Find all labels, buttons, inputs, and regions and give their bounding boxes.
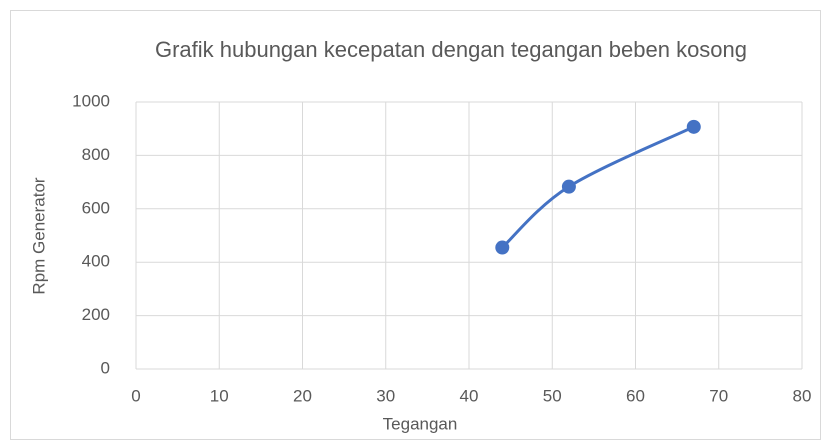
x-tick-label: 40 bbox=[460, 386, 479, 405]
x-tick-label: 70 bbox=[709, 386, 728, 405]
data-point bbox=[561, 179, 576, 194]
chart-border bbox=[10, 10, 821, 440]
x-tick-label: 50 bbox=[543, 386, 562, 405]
x-tick-label: 10 bbox=[210, 386, 229, 405]
y-axis-label: Rpm Generator bbox=[29, 177, 48, 294]
data-point bbox=[495, 240, 510, 255]
x-tick-label: 60 bbox=[626, 386, 645, 405]
x-tick-label: 20 bbox=[293, 386, 312, 405]
y-tick-label: 600 bbox=[82, 198, 110, 217]
chart-title: Grafik hubungan kecepatan dengan teganga… bbox=[154, 37, 748, 62]
y-tick-label: 200 bbox=[82, 305, 110, 324]
y-tick-label: 0 bbox=[101, 358, 110, 377]
data-point bbox=[686, 119, 701, 134]
x-tick-label: 0 bbox=[131, 386, 140, 405]
x-tick-label: 80 bbox=[793, 386, 812, 405]
x-tick-label: 30 bbox=[376, 386, 395, 405]
y-tick-label: 400 bbox=[82, 252, 110, 271]
y-tick-label: 1000 bbox=[72, 91, 110, 110]
x-axis-label: Tegangan bbox=[383, 414, 458, 433]
y-tick-label: 800 bbox=[82, 145, 110, 164]
